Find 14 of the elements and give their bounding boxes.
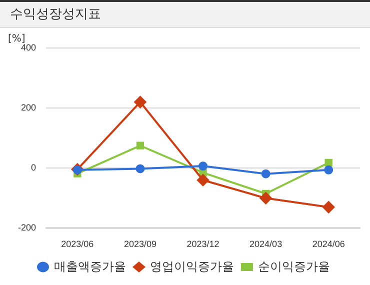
y-tick-label: 200	[20, 102, 36, 113]
y-tick-label: -200	[18, 222, 36, 233]
y-axis-title: [%]	[8, 34, 26, 45]
chart-title: 수익성장성지표	[0, 0, 370, 28]
x-tick-label: 2023/12	[186, 239, 220, 250]
x-tick-label: 2024/06	[312, 239, 345, 250]
x-tick-label: 2024/03	[250, 239, 282, 250]
x-tick-label: 2023/06	[61, 239, 94, 250]
legend-label: 매출액증가율	[54, 259, 126, 274]
x-tick-label: 2023/09	[124, 239, 156, 250]
legend-label: 순이익증가율	[258, 259, 330, 274]
legend-label: 영업이익증가율	[150, 259, 234, 274]
y-tick-label: 0	[31, 162, 36, 173]
y-tick-label: 400	[20, 42, 36, 52]
